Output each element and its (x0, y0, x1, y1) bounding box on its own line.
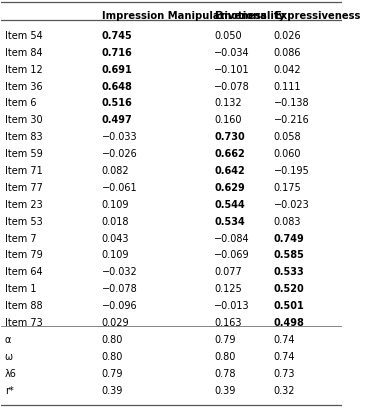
Text: 0.050: 0.050 (214, 31, 242, 41)
Text: 0.125: 0.125 (214, 284, 242, 294)
Text: −0.034: −0.034 (214, 48, 250, 58)
Text: −0.195: −0.195 (274, 166, 310, 176)
Text: 0.544: 0.544 (214, 200, 245, 210)
Text: 0.029: 0.029 (102, 318, 129, 328)
Text: 0.516: 0.516 (102, 98, 132, 109)
Text: 0.629: 0.629 (214, 183, 245, 193)
Text: 0.534: 0.534 (214, 217, 245, 227)
Text: 0.642: 0.642 (214, 166, 245, 176)
Text: 0.132: 0.132 (214, 98, 242, 109)
Text: 0.497: 0.497 (102, 115, 132, 125)
Text: α: α (5, 335, 11, 345)
Text: Item 83: Item 83 (5, 132, 42, 142)
Text: 0.111: 0.111 (274, 82, 301, 91)
Text: 0.533: 0.533 (274, 267, 305, 277)
Text: Item 59: Item 59 (5, 149, 42, 159)
Text: Item 77: Item 77 (5, 183, 43, 193)
Text: Item 1: Item 1 (5, 284, 36, 294)
Text: 0.74: 0.74 (274, 335, 295, 345)
Text: −0.069: −0.069 (214, 251, 250, 260)
Text: 0.648: 0.648 (102, 82, 133, 91)
Text: 0.520: 0.520 (274, 284, 305, 294)
Text: 0.042: 0.042 (274, 65, 301, 75)
Text: 0.745: 0.745 (102, 31, 132, 41)
Text: −0.061: −0.061 (102, 183, 138, 193)
Text: −0.032: −0.032 (102, 267, 138, 277)
Text: 0.39: 0.39 (214, 386, 235, 395)
Text: 0.498: 0.498 (274, 318, 305, 328)
Text: 0.80: 0.80 (102, 352, 123, 362)
Text: Item 30: Item 30 (5, 115, 42, 125)
Text: 0.501: 0.501 (274, 301, 305, 311)
Text: 0.79: 0.79 (214, 335, 236, 345)
Text: 0.077: 0.077 (214, 267, 242, 277)
Text: 0.175: 0.175 (274, 183, 302, 193)
Text: Item 84: Item 84 (5, 48, 42, 58)
Text: −0.078: −0.078 (102, 284, 138, 294)
Text: Impression Manipulativeness: Impression Manipulativeness (102, 11, 267, 21)
Text: r*: r* (5, 386, 13, 395)
Text: 0.160: 0.160 (214, 115, 242, 125)
Text: 0.716: 0.716 (102, 48, 132, 58)
Text: 0.39: 0.39 (102, 386, 123, 395)
Text: −0.084: −0.084 (214, 233, 250, 244)
Text: 0.32: 0.32 (274, 386, 295, 395)
Text: λ6: λ6 (5, 368, 17, 379)
Text: 0.163: 0.163 (214, 318, 242, 328)
Text: 0.043: 0.043 (102, 233, 129, 244)
Text: Item 79: Item 79 (5, 251, 42, 260)
Text: −0.023: −0.023 (274, 200, 310, 210)
Text: 0.730: 0.730 (214, 132, 245, 142)
Text: −0.033: −0.033 (102, 132, 138, 142)
Text: −0.078: −0.078 (214, 82, 250, 91)
Text: −0.101: −0.101 (214, 65, 250, 75)
Text: −0.216: −0.216 (274, 115, 310, 125)
Text: Emotionality: Emotionality (214, 11, 285, 21)
Text: 0.026: 0.026 (274, 31, 301, 41)
Text: Item 73: Item 73 (5, 318, 42, 328)
Text: 0.109: 0.109 (102, 200, 129, 210)
Text: Item 12: Item 12 (5, 65, 42, 75)
Text: Item 36: Item 36 (5, 82, 42, 91)
Text: 0.74: 0.74 (274, 352, 295, 362)
Text: Expressiveness: Expressiveness (274, 11, 360, 21)
Text: Item 7: Item 7 (5, 233, 36, 244)
Text: Item 23: Item 23 (5, 200, 42, 210)
Text: 0.585: 0.585 (274, 251, 305, 260)
Text: Item 64: Item 64 (5, 267, 42, 277)
Text: −0.026: −0.026 (102, 149, 138, 159)
Text: Item 53: Item 53 (5, 217, 42, 227)
Text: 0.109: 0.109 (102, 251, 129, 260)
Text: 0.083: 0.083 (274, 217, 301, 227)
Text: 0.086: 0.086 (274, 48, 301, 58)
Text: 0.691: 0.691 (102, 65, 132, 75)
Text: 0.662: 0.662 (214, 149, 245, 159)
Text: 0.082: 0.082 (102, 166, 129, 176)
Text: 0.73: 0.73 (274, 368, 295, 379)
Text: Item 6: Item 6 (5, 98, 36, 109)
Text: −0.138: −0.138 (274, 98, 310, 109)
Text: 0.018: 0.018 (102, 217, 129, 227)
Text: ω: ω (5, 352, 13, 362)
Text: −0.013: −0.013 (214, 301, 250, 311)
Text: 0.79: 0.79 (102, 368, 124, 379)
Text: −0.096: −0.096 (102, 301, 138, 311)
Text: 0.80: 0.80 (102, 335, 123, 345)
Text: Item 71: Item 71 (5, 166, 42, 176)
Text: 0.80: 0.80 (214, 352, 235, 362)
Text: 0.78: 0.78 (214, 368, 236, 379)
Text: 0.058: 0.058 (274, 132, 301, 142)
Text: 0.749: 0.749 (274, 233, 305, 244)
Text: Item 54: Item 54 (5, 31, 42, 41)
Text: 0.060: 0.060 (274, 149, 301, 159)
Text: Item 88: Item 88 (5, 301, 42, 311)
